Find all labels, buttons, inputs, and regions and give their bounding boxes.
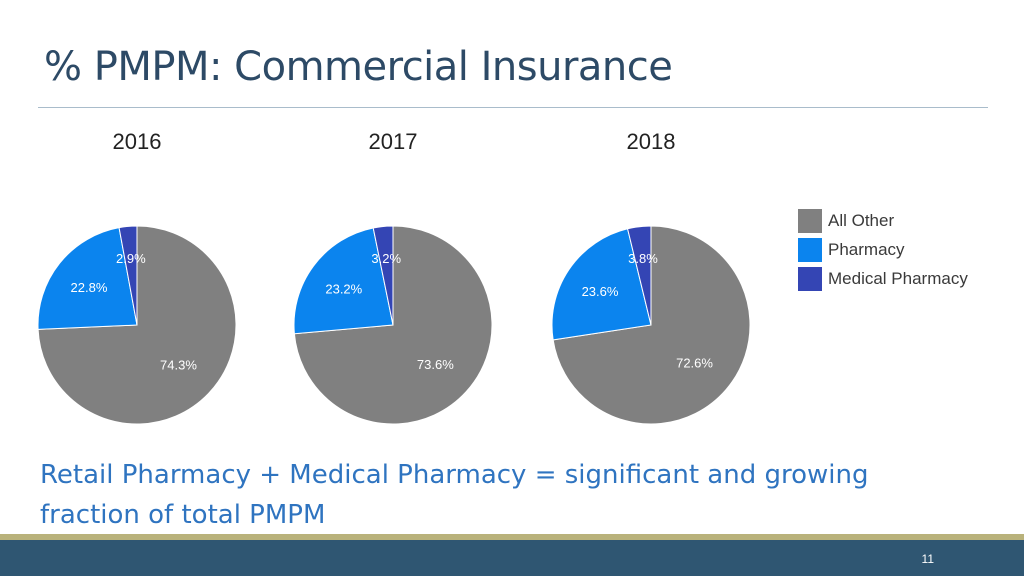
pie-label-2016-pharmacy: 22.8% bbox=[71, 280, 108, 295]
legend-label-pharmacy: Pharmacy bbox=[828, 240, 905, 259]
legend-label-medical-pharmacy: Medical Pharmacy bbox=[828, 269, 968, 288]
title-divider bbox=[38, 107, 988, 108]
legend-swatch-pharmacy bbox=[798, 238, 822, 262]
legend-swatch-all-other bbox=[798, 209, 822, 233]
pie-slice-2018-all-other bbox=[552, 225, 751, 425]
pie-slice-2017-medical-pharmacy bbox=[372, 225, 394, 326]
pie-label-2016-medical-pharmacy: 2.9% bbox=[116, 251, 146, 266]
pie-label-2016-all-other: 74.3% bbox=[160, 358, 197, 373]
pie-slice-2018-medical-pharmacy bbox=[626, 225, 652, 326]
pie-label-2018-pharmacy: 23.6% bbox=[582, 284, 619, 299]
pie-label-2018-all-other: 72.6% bbox=[676, 355, 713, 370]
legend-swatch-medical-pharmacy bbox=[798, 267, 822, 291]
pie-slice-2016-pharmacy bbox=[37, 227, 138, 330]
pie-label-2018-medical-pharmacy: 3.8% bbox=[628, 251, 658, 266]
pie-label-2017-pharmacy: 23.2% bbox=[325, 281, 362, 296]
pie-title-2018: 2018 bbox=[627, 129, 676, 154]
legend-item-pharmacy: Pharmacy bbox=[798, 237, 968, 263]
pie-title-2017: 2017 bbox=[369, 129, 418, 154]
legend-item-medical-pharmacy: Medical Pharmacy bbox=[798, 266, 968, 292]
footer-bar: 11 bbox=[0, 540, 1024, 576]
page-number: 11 bbox=[921, 552, 934, 566]
pie-title-2016: 2016 bbox=[113, 129, 162, 154]
legend-label-all-other: All Other bbox=[828, 211, 895, 230]
pie-label-2017-all-other: 73.6% bbox=[417, 357, 454, 372]
legend-item-all-other: All Other bbox=[798, 208, 968, 234]
pie-slice-2018-pharmacy bbox=[551, 228, 652, 341]
pie-slice-2017-pharmacy bbox=[293, 227, 394, 335]
chart-legend: All Other Pharmacy Medical Pharmacy bbox=[798, 208, 968, 295]
pie-label-2017-medical-pharmacy: 3.2% bbox=[371, 251, 401, 266]
pie-charts: 2016 74.3% 22.8% 2.9% 2017 73.6% 23.2% 3.2% 2018… bbox=[37, 129, 751, 425]
slide-caption: Retail Pharmacy + Medical Pharmacy = sig… bbox=[40, 460, 869, 530]
footer-accent-stripe bbox=[0, 534, 1024, 540]
pie-slice-2016-medical-pharmacy bbox=[118, 225, 138, 326]
page-title: % PMPM: Commercial Insurance bbox=[44, 44, 673, 90]
